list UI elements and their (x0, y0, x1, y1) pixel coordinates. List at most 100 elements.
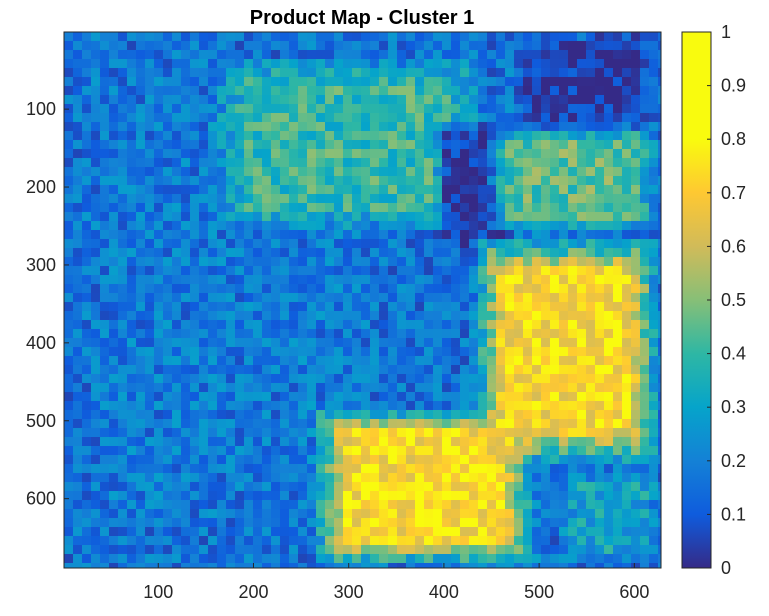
heatmap-cell (298, 563, 308, 568)
heatmap-cell (397, 455, 407, 465)
heatmap-cell (406, 482, 416, 492)
heatmap-cell (523, 356, 533, 366)
heatmap-cell (136, 257, 146, 267)
heatmap-cell (433, 518, 443, 528)
heatmap-cell (487, 140, 497, 150)
heatmap-cell (325, 545, 335, 555)
heatmap-cell (145, 194, 155, 204)
heatmap-cell (181, 410, 191, 420)
heatmap-cell (208, 311, 218, 321)
heatmap-cell (118, 239, 128, 249)
heatmap-cell (451, 86, 461, 96)
heatmap-cell (406, 491, 416, 501)
heatmap-cell (208, 68, 218, 78)
heatmap-cell (100, 122, 110, 132)
heatmap-cell (235, 257, 245, 267)
heatmap-cell (505, 158, 515, 168)
heatmap-cell (235, 554, 245, 564)
heatmap-cell (514, 50, 524, 60)
heatmap-cell (127, 185, 137, 195)
heatmap-cell (271, 284, 281, 294)
heatmap-cell (604, 158, 614, 168)
heatmap-cell (100, 320, 110, 330)
heatmap-cell (307, 329, 317, 339)
heatmap-cell (496, 212, 506, 222)
heatmap-cell (361, 509, 371, 519)
heatmap-cell (640, 113, 650, 123)
heatmap-cell (550, 176, 560, 186)
heatmap-cell (406, 248, 416, 258)
heatmap-cell (649, 95, 659, 105)
heatmap-cell (127, 302, 137, 312)
heatmap-cell (487, 203, 497, 213)
heatmap-cell (424, 140, 434, 150)
heatmap-cell (505, 104, 515, 114)
heatmap-cell (181, 176, 191, 186)
heatmap-cell (280, 95, 290, 105)
heatmap-cell (433, 158, 443, 168)
heatmap-cell (298, 419, 308, 429)
heatmap-cell (82, 545, 92, 555)
heatmap-cell (145, 275, 155, 285)
heatmap-cell (136, 95, 146, 105)
heatmap-cell (253, 419, 263, 429)
heatmap-cell (604, 167, 614, 177)
heatmap-cell (208, 86, 218, 96)
heatmap-cell (145, 338, 155, 348)
heatmap-cell (64, 329, 74, 339)
heatmap-cell (262, 149, 272, 159)
heatmap-cell (406, 455, 416, 465)
heatmap-cell (640, 266, 650, 276)
heatmap-cell (334, 68, 344, 78)
heatmap-cell (334, 347, 344, 357)
heatmap-cell (199, 302, 209, 312)
heatmap-cell (415, 428, 425, 438)
heatmap-cell (541, 203, 551, 213)
heatmap-cell (100, 176, 110, 186)
heatmap-cell (172, 356, 182, 366)
heatmap-cell (379, 77, 389, 87)
heatmap-cell (190, 221, 200, 231)
heatmap-cell (280, 536, 290, 546)
heatmap-cell (370, 536, 380, 546)
x-tick-label: 100 (143, 582, 173, 602)
heatmap-cell (388, 536, 398, 546)
heatmap-cell (523, 203, 533, 213)
heatmap-cell (64, 428, 74, 438)
heatmap-cell (226, 419, 236, 429)
heatmap-cell (289, 374, 299, 384)
heatmap-cell (415, 158, 425, 168)
heatmap-cell (334, 482, 344, 492)
heatmap-cell (262, 374, 272, 384)
heatmap-cell (622, 122, 632, 132)
heatmap-cell (649, 122, 659, 132)
heatmap-cell (604, 473, 614, 483)
heatmap-cell (658, 437, 661, 447)
heatmap-cell (307, 203, 317, 213)
heatmap-cell (379, 320, 389, 330)
heatmap-cell (559, 518, 569, 528)
heatmap-cell (325, 284, 335, 294)
heatmap-cell (478, 113, 488, 123)
heatmap-cell (82, 140, 92, 150)
heatmap-cell (154, 284, 164, 294)
heatmap-cell (487, 563, 497, 568)
heatmap-cell (532, 104, 542, 114)
heatmap-cell (280, 365, 290, 375)
heatmap-cell (613, 140, 623, 150)
heatmap-cell (244, 158, 254, 168)
heatmap-cell (379, 473, 389, 483)
heatmap-cell (271, 365, 281, 375)
heatmap-cell (541, 446, 551, 456)
heatmap-cell (451, 32, 461, 42)
heatmap-cell (136, 149, 146, 159)
heatmap-cell (433, 374, 443, 384)
heatmap-cell (370, 158, 380, 168)
heatmap-cell (595, 68, 605, 78)
heatmap-cell (523, 140, 533, 150)
heatmap-cell (487, 284, 497, 294)
heatmap-cell (64, 95, 74, 105)
heatmap-cell (172, 59, 182, 69)
heatmap-cell (334, 545, 344, 555)
heatmap-cell (73, 428, 83, 438)
